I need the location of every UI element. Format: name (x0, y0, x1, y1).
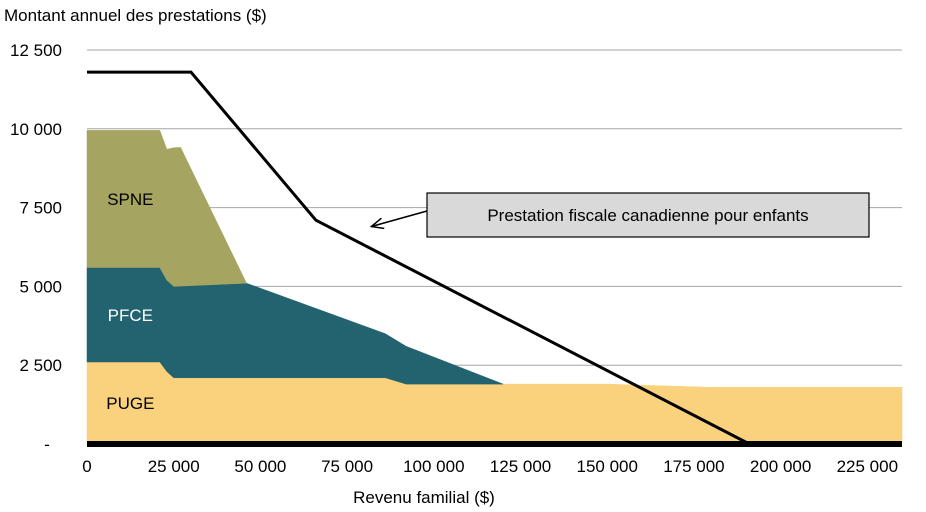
x-tick-label: 0 (82, 457, 91, 476)
annotation: Prestation fiscale canadienne pour enfan… (369, 192, 870, 238)
y-tick-label: 5 000 (19, 277, 62, 296)
x-tick-label: 175 000 (663, 457, 724, 476)
annotation-arrow-head (369, 217, 385, 230)
y-tick-label: 10 000 (10, 120, 62, 139)
x-tick-label: 25 000 (148, 457, 200, 476)
y-tick-label: 7 500 (19, 199, 62, 218)
stacked-areas (86, 130, 903, 445)
series-label-pfce: PFCE (108, 306, 153, 325)
x-axis-title: Revenu familial ($) (353, 488, 495, 507)
x-tick-labels: 0 25 000 50 000 75 000 100 000 125 000 150 000… (82, 457, 898, 476)
area-labels: PUGE PFCE SPNE (106, 190, 154, 413)
x-tick-label: 50 000 (234, 457, 286, 476)
y-tick-label: - (44, 435, 50, 454)
x-tick-label: 150 000 (576, 457, 637, 476)
series-label-puge: PUGE (106, 394, 154, 413)
y-tick-label: 2 500 (19, 356, 62, 375)
area-spne (86, 130, 247, 287)
x-tick-label: 200 000 (750, 457, 811, 476)
y-tick-label: 12 500 (10, 41, 62, 60)
x-tick-label: 225 000 (837, 457, 898, 476)
y-axis-title: Montant annuel des prestations ($) (4, 6, 267, 25)
x-tick-label: 100 000 (403, 457, 464, 476)
annotation-arrow-line (371, 210, 428, 228)
annotation-text: Prestation fiscale canadienne pour enfan… (487, 206, 808, 225)
annotation-box (426, 192, 870, 238)
x-tick-label: 75 000 (321, 457, 373, 476)
series-label-spne: SPNE (107, 190, 153, 209)
x-tick-label: 125 000 (490, 457, 551, 476)
y-tick-labels: - 2 500 5 000 7 500 10 000 12 500 (10, 41, 62, 454)
